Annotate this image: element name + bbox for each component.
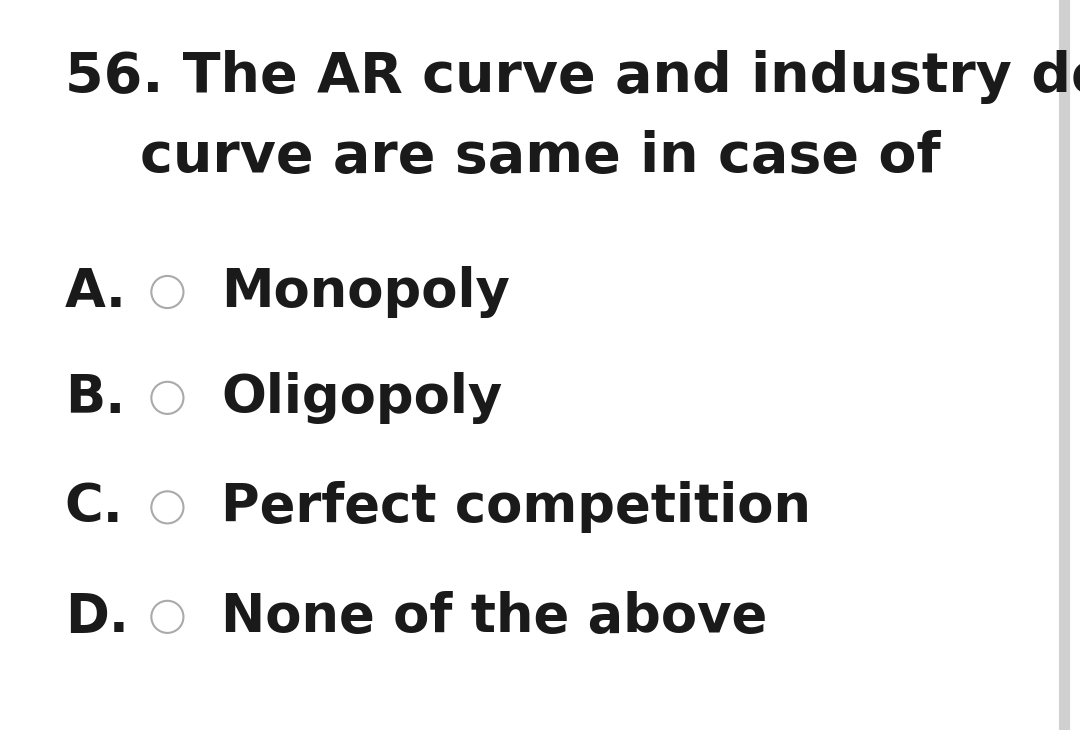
Text: Perfect competition: Perfect competition xyxy=(221,481,811,534)
Text: Oligopoly: Oligopoly xyxy=(221,372,502,424)
Ellipse shape xyxy=(151,276,184,308)
Ellipse shape xyxy=(151,491,184,523)
Ellipse shape xyxy=(151,601,184,633)
Text: B.: B. xyxy=(65,372,125,424)
Text: Monopoly: Monopoly xyxy=(221,266,510,318)
Text: curve are same in case of: curve are same in case of xyxy=(140,130,941,184)
Text: None of the above: None of the above xyxy=(221,591,768,643)
Text: A.: A. xyxy=(65,266,126,318)
Ellipse shape xyxy=(151,382,184,414)
Text: 56. The AR curve and industry demand: 56. The AR curve and industry demand xyxy=(65,50,1080,104)
Text: C.: C. xyxy=(65,481,123,534)
Text: D.: D. xyxy=(65,591,129,643)
